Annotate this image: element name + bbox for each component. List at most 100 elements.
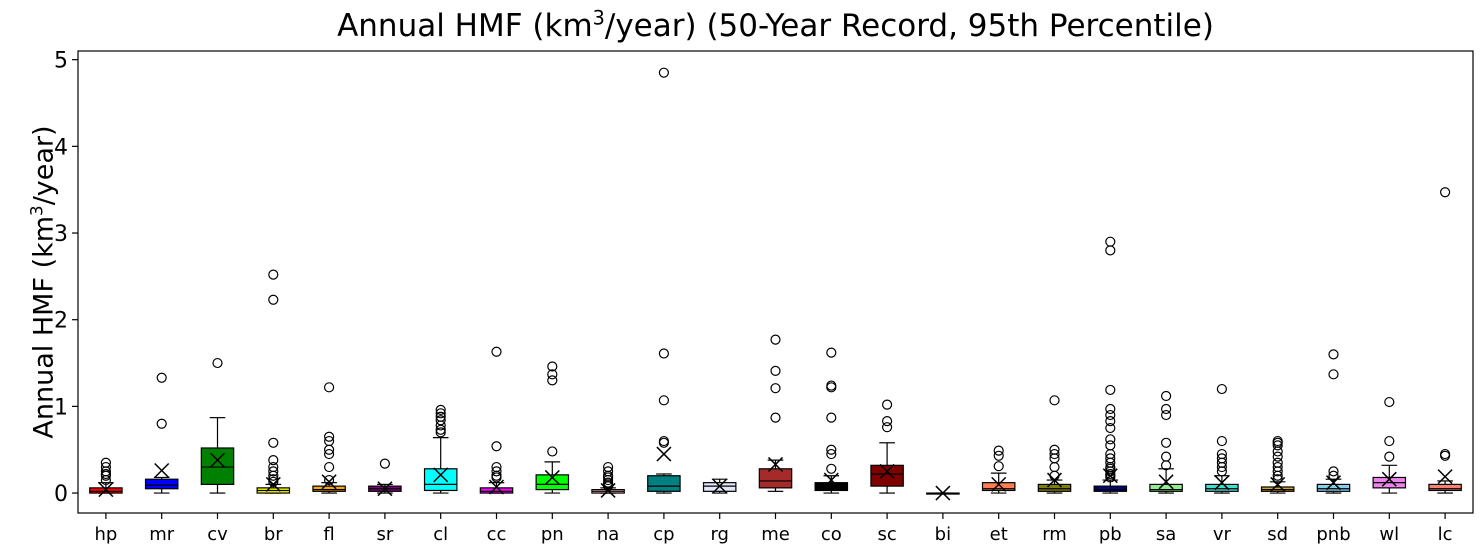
box-cp (647, 475, 681, 492)
outlier-point (1160, 437, 1172, 448)
mean-marker (265, 476, 281, 492)
box-sa (1149, 483, 1183, 492)
outlier-point (1105, 409, 1116, 421)
x-tick-label: sc (877, 524, 896, 545)
y-tick-label: 1 (54, 395, 68, 420)
outlier-point (324, 461, 335, 473)
mean-marker (321, 474, 337, 490)
x-tick-label: vr (1213, 524, 1232, 545)
outlier-point (1439, 448, 1451, 460)
outlier-point (1105, 384, 1116, 396)
x-tick-label: hp (94, 524, 117, 545)
x-tick-label: cp (653, 524, 674, 545)
outlier-point (1439, 187, 1451, 198)
box-pb (1093, 485, 1128, 492)
outlier-point (1328, 369, 1339, 380)
outlier-point (268, 437, 279, 448)
outlier-point (1160, 409, 1172, 421)
mean-marker (1270, 476, 1286, 492)
outlier-point (491, 441, 502, 452)
mean-marker (377, 481, 393, 497)
outlier-point (1160, 390, 1172, 402)
x-tick-label: lc (1438, 524, 1453, 545)
mean-marker (767, 456, 784, 472)
x-tick-label: co (821, 524, 842, 545)
box-fl (312, 485, 346, 492)
x-tick-label: pn (541, 524, 564, 545)
outlier-point (1328, 470, 1339, 481)
outlier-point (491, 346, 502, 357)
outlier-point (993, 461, 1004, 472)
x-tick-label: na (597, 524, 619, 545)
mean-marker (433, 467, 449, 483)
outlier-point (268, 466, 279, 477)
outlier-point (1216, 383, 1228, 395)
outlier-point (491, 461, 502, 473)
box-cc (479, 487, 514, 494)
axes-frame (77, 50, 1474, 514)
box-rm (1037, 483, 1072, 492)
outlier-point (1049, 448, 1060, 460)
x-tick-label: br (264, 524, 283, 545)
chart-title: Annual HMF (km3/year) (50-Year Record, 9… (337, 6, 1214, 44)
mean-marker (823, 472, 839, 488)
outlier-point (826, 412, 837, 423)
box-pnb (1316, 483, 1351, 492)
box-cv (200, 447, 235, 485)
outlier-point (1384, 396, 1395, 408)
x-tick-label: rm (1042, 524, 1067, 545)
outlier-point (1105, 245, 1116, 256)
mean-marker (154, 462, 170, 479)
outlier-point (658, 348, 670, 359)
x-tick-label: sd (1267, 524, 1288, 545)
x-tick-label: mr (149, 524, 175, 545)
box-vr (1205, 483, 1239, 492)
outlier-point (1272, 440, 1283, 451)
mean-marker (1214, 475, 1230, 491)
outlier-point (324, 435, 335, 447)
outlier-point (1272, 461, 1283, 473)
outlier-point (826, 444, 837, 455)
outlier-point (100, 461, 112, 473)
outlier-point (826, 380, 837, 391)
outlier-point (1105, 403, 1116, 415)
outlier-point (547, 369, 558, 380)
outlier-point (1216, 448, 1228, 460)
outlier-point (993, 450, 1004, 461)
outlier-point (100, 457, 112, 468)
outlier-point (826, 448, 837, 460)
mean-marker (1046, 472, 1063, 488)
outlier-point (1160, 403, 1172, 415)
outlier-point (1160, 451, 1172, 462)
box-pn (535, 474, 570, 491)
outlier-point (268, 269, 279, 280)
mean-marker (991, 476, 1007, 492)
outlier-point (658, 395, 670, 406)
x-tick-label: sa (1156, 524, 1176, 545)
outlier-point (658, 67, 670, 78)
outlier-point (156, 372, 167, 383)
box-mr (144, 478, 179, 490)
outlier-point (1105, 422, 1116, 434)
outlier-point (1384, 435, 1395, 447)
outlier-point (491, 466, 502, 477)
y-tick-label: 3 (54, 222, 68, 247)
outlier-point (435, 404, 446, 415)
mean-marker (1437, 469, 1453, 485)
outlier-point (1049, 470, 1060, 481)
outlier-point (324, 474, 335, 486)
outlier-point (1216, 453, 1228, 464)
box-cl (423, 468, 458, 492)
outlier-point (993, 445, 1004, 456)
outlier-point (1105, 468, 1116, 480)
outlier-point (1272, 435, 1283, 447)
mean-marker (879, 463, 895, 479)
outlier-point (770, 365, 781, 376)
outlier-point (547, 375, 558, 386)
outlier-point (435, 415, 446, 426)
outlier-point (602, 477, 614, 488)
box-lc (1428, 483, 1462, 492)
x-tick-label: sr (377, 524, 394, 545)
mean-marker (600, 482, 616, 498)
